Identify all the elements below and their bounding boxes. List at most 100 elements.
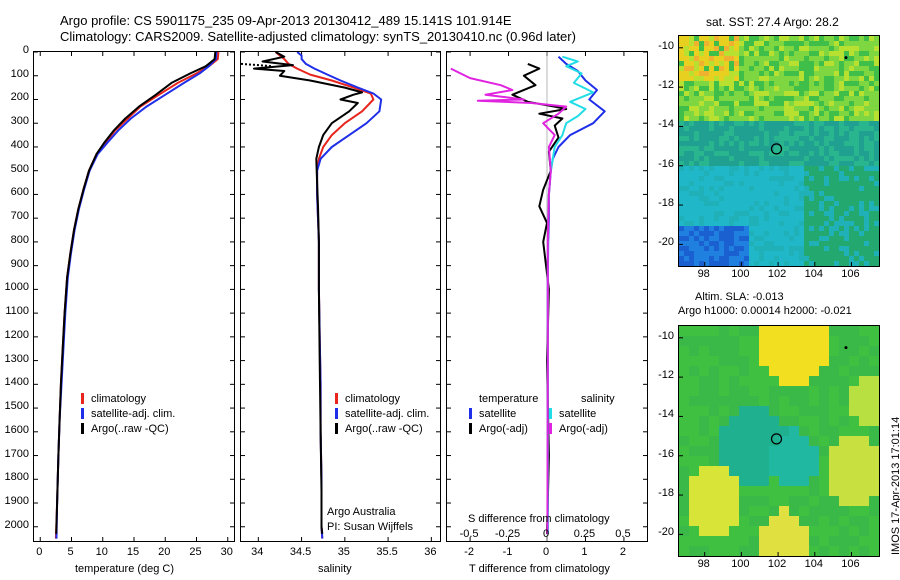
- xtick-label-s: -0.25: [494, 528, 521, 540]
- map-cell: [689, 51, 694, 56]
- map-cell: [829, 336, 839, 346]
- map-cell: [729, 36, 734, 41]
- xtick-label: 35: [337, 546, 350, 558]
- map-cell: [679, 211, 684, 216]
- map-cell: [689, 81, 694, 86]
- map-cell: [799, 51, 804, 56]
- map-cell: [759, 546, 769, 556]
- map-cell: [819, 51, 824, 56]
- xtick-label-s: 0.5: [615, 528, 631, 540]
- map-cell: [734, 141, 739, 146]
- map-cell: [819, 36, 824, 41]
- map-cell: [764, 121, 769, 126]
- legend-label: Argo(-adj): [479, 422, 528, 435]
- map-cell: [739, 221, 744, 226]
- map-cell: [859, 86, 864, 91]
- map-cell: [749, 56, 754, 61]
- map-cell: [864, 41, 869, 46]
- map-cell: [794, 146, 799, 151]
- map-cell: [759, 41, 764, 46]
- map-cell: [869, 46, 874, 51]
- map-cell: [809, 146, 814, 151]
- map-cell: [704, 106, 709, 111]
- map-cell: [699, 346, 709, 356]
- map-cell: [679, 426, 689, 436]
- map-cell: [839, 101, 844, 106]
- map-cell: [829, 216, 834, 221]
- map-cell: [874, 61, 879, 66]
- map-cell: [864, 66, 869, 71]
- map-cell: [749, 456, 759, 466]
- map-cell: [869, 41, 874, 46]
- map-cell: [699, 396, 709, 406]
- map-cell: [709, 51, 714, 56]
- map-cell: [679, 496, 689, 506]
- map-cell: [789, 126, 794, 131]
- map-cell: [714, 146, 719, 151]
- map-cell: [749, 151, 754, 156]
- map-cell: [749, 76, 754, 81]
- map-cell: [734, 251, 739, 256]
- map-cell: [759, 396, 769, 406]
- map-cell: [829, 116, 834, 121]
- map-cell: [724, 101, 729, 106]
- map-cell: [839, 131, 844, 136]
- map-cell: [809, 96, 814, 101]
- map-cell: [779, 106, 784, 111]
- map-cell: [769, 216, 774, 221]
- map-cell: [839, 536, 849, 546]
- map-cell: [719, 251, 724, 256]
- map-cell: [759, 131, 764, 136]
- map-cell: [719, 446, 729, 456]
- map-cell: [779, 141, 784, 146]
- map-cell: [729, 71, 734, 76]
- map-cell: [769, 161, 774, 166]
- map-cell: [804, 106, 809, 111]
- map-cell: [839, 526, 849, 536]
- map-cell: [729, 146, 734, 151]
- map-cell: [704, 171, 709, 176]
- map-cell: [854, 116, 859, 121]
- map-cell: [739, 86, 744, 91]
- map-cell: [749, 181, 754, 186]
- map-cell: [834, 46, 839, 51]
- map-cell: [739, 146, 744, 151]
- map-cell: [849, 191, 854, 196]
- map-cell: [809, 426, 819, 436]
- map-cell: [749, 216, 754, 221]
- map-cell: [779, 236, 784, 241]
- depth-tick-label: 300: [10, 115, 29, 128]
- map-cell: [799, 506, 809, 516]
- map-cell: [869, 81, 874, 86]
- map-cell: [864, 246, 869, 251]
- map-cell: [809, 546, 819, 556]
- map-cell: [729, 101, 734, 106]
- map-cell: [719, 201, 724, 206]
- map-cell: [819, 116, 824, 121]
- map-cell: [819, 61, 824, 66]
- map-cell: [809, 46, 814, 51]
- map-cell: [819, 241, 824, 246]
- map-cell: [774, 66, 779, 71]
- footer-timestamp: IMOS 17-Apr-2013 17:01:14: [890, 416, 900, 555]
- map-cell: [874, 66, 879, 71]
- map-cell: [754, 76, 759, 81]
- map-cell: [844, 101, 849, 106]
- map-cell: [844, 141, 849, 146]
- map-cell: [759, 151, 764, 156]
- map-cell: [759, 406, 769, 416]
- map-cell: [794, 236, 799, 241]
- map-cell: [854, 146, 859, 151]
- map-cell: [849, 241, 854, 246]
- map-cell: [804, 151, 809, 156]
- map-cell: [789, 406, 799, 416]
- map-cell: [814, 86, 819, 91]
- map-cell: [769, 166, 774, 171]
- map-cell: [794, 36, 799, 41]
- map-cell: [819, 261, 824, 266]
- legend-label: satellite-adj. clim.: [345, 407, 430, 420]
- map-cell: [769, 111, 774, 116]
- map-cell: [764, 76, 769, 81]
- map-cell: [744, 211, 749, 216]
- map-cell: [709, 386, 719, 396]
